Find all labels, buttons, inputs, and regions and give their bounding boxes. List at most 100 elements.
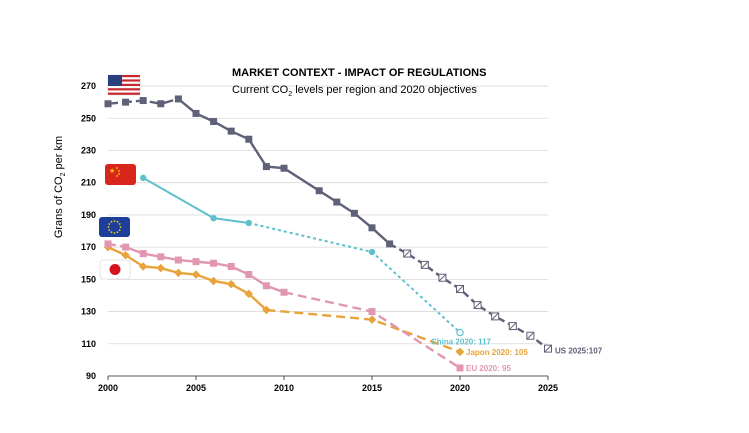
data-point xyxy=(262,305,271,315)
data-point xyxy=(104,100,112,108)
data-point xyxy=(350,209,358,217)
data-point xyxy=(191,270,201,279)
data-point xyxy=(210,117,218,125)
eu-flag-icon xyxy=(99,217,130,237)
y-tick-label: 270 xyxy=(81,81,96,91)
data-point xyxy=(174,268,183,278)
target-point-hatch xyxy=(491,312,500,321)
target-line xyxy=(248,221,461,334)
data-point xyxy=(156,263,166,273)
data-point xyxy=(192,258,200,266)
target-point-hatch xyxy=(544,344,552,353)
data-point xyxy=(174,95,182,103)
eu-star xyxy=(116,220,119,223)
x-tick-label: 2015 xyxy=(362,383,382,393)
target-line xyxy=(389,242,549,350)
x-tick-label: 2005 xyxy=(186,383,206,393)
eu-star xyxy=(113,220,116,222)
x-tick-label: 2025 xyxy=(538,383,558,393)
chart-subtitle: Current CO2 levels per region and 2020 o… xyxy=(232,84,477,98)
data-point xyxy=(333,198,341,206)
target-point-hatch xyxy=(526,331,535,340)
svg-text:★: ★ xyxy=(109,167,115,175)
data-point xyxy=(315,187,323,195)
target-point-hatch xyxy=(420,261,429,269)
series-end-label: EU 2020: 95 xyxy=(466,364,511,373)
china-flag-icon: ★ xyxy=(105,164,136,185)
data-point xyxy=(139,97,147,105)
data-point xyxy=(104,240,112,248)
data-point xyxy=(210,214,217,222)
y-tick-label: 110 xyxy=(81,339,96,349)
data-point xyxy=(244,289,254,299)
x-tick-label: 2000 xyxy=(98,383,118,393)
data-point xyxy=(192,109,200,117)
data-point xyxy=(245,135,253,143)
y-tick-label: 150 xyxy=(81,274,96,284)
y-tick-label: 190 xyxy=(81,210,96,220)
data-point xyxy=(209,276,218,286)
data-point xyxy=(210,259,218,267)
eu-star xyxy=(116,231,119,234)
data-point xyxy=(245,271,253,279)
chart-title: MARKET CONTEXT - IMPACT OF REGULATIONS xyxy=(232,67,486,79)
target-point xyxy=(368,308,376,316)
series-end-label: China 2020: 117 xyxy=(431,338,492,347)
target-point xyxy=(367,315,377,324)
eu-star xyxy=(108,229,111,231)
target-line xyxy=(283,291,461,369)
target-point-hatch xyxy=(473,301,482,309)
data-point xyxy=(157,100,165,108)
eu-star xyxy=(108,223,111,225)
grid xyxy=(108,85,548,345)
y-axis-label: Grans of CO2 per km xyxy=(53,136,67,238)
eu-star xyxy=(119,226,122,228)
target-point-hatch xyxy=(508,322,517,330)
data-point xyxy=(174,256,182,264)
y-tick-label: 90 xyxy=(86,371,96,381)
data-point xyxy=(262,282,270,290)
y-tick-label: 250 xyxy=(81,113,96,123)
target-point-hatch xyxy=(438,273,447,282)
china-actual-line xyxy=(142,177,249,224)
x-tick-label: 2020 xyxy=(450,383,470,393)
data-point xyxy=(368,224,376,232)
data-point xyxy=(262,163,270,171)
data-point xyxy=(386,240,394,248)
data-point xyxy=(122,243,130,251)
target-point xyxy=(456,328,464,337)
eu-star xyxy=(110,231,113,234)
eu-star xyxy=(107,226,110,228)
data-point xyxy=(140,174,147,182)
eu-star xyxy=(118,229,121,231)
eu-star xyxy=(113,232,116,234)
data-point xyxy=(280,288,288,296)
data-point xyxy=(122,98,130,106)
y-tick-label: 210 xyxy=(81,178,96,188)
data-point xyxy=(157,253,165,261)
data-point xyxy=(227,262,235,270)
eu-star xyxy=(110,220,113,223)
target-point-hatch xyxy=(456,285,464,293)
us-flag-icon xyxy=(107,74,141,96)
target-point xyxy=(456,364,464,372)
japan-flag-icon xyxy=(99,259,131,280)
series-markers xyxy=(103,95,552,372)
target-point xyxy=(455,347,465,357)
data-point xyxy=(226,279,236,289)
data-point xyxy=(368,248,376,256)
x-tick-label: 2010 xyxy=(274,383,294,393)
data-point xyxy=(138,262,148,271)
series-end-label: Japon 2020: 105 xyxy=(466,348,528,357)
eu-star xyxy=(118,223,121,225)
y-tick-label: 170 xyxy=(81,242,96,252)
data-point xyxy=(280,164,288,172)
data-point xyxy=(245,219,252,227)
series-lines xyxy=(107,97,549,369)
data-point xyxy=(227,127,235,135)
y-tick-label: 230 xyxy=(81,145,96,155)
data-point xyxy=(121,250,130,260)
axes: 90 110 130 150 170 190 210 230 250 270 2000 2005 201… xyxy=(81,81,558,393)
